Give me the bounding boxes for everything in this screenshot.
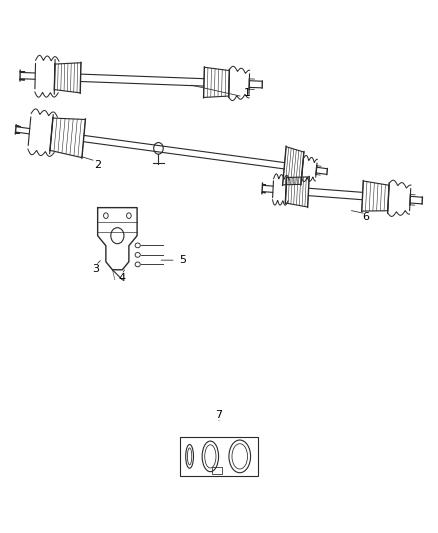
Bar bbox=[180, 437, 258, 476]
Text: 7: 7 bbox=[215, 410, 223, 420]
Text: 1: 1 bbox=[244, 88, 251, 99]
Text: 5: 5 bbox=[179, 255, 186, 265]
Text: 3: 3 bbox=[92, 264, 99, 273]
Text: 6: 6 bbox=[363, 212, 370, 222]
Text: 4: 4 bbox=[118, 272, 125, 282]
Bar bbox=[212, 467, 223, 473]
Text: 2: 2 bbox=[94, 160, 102, 170]
